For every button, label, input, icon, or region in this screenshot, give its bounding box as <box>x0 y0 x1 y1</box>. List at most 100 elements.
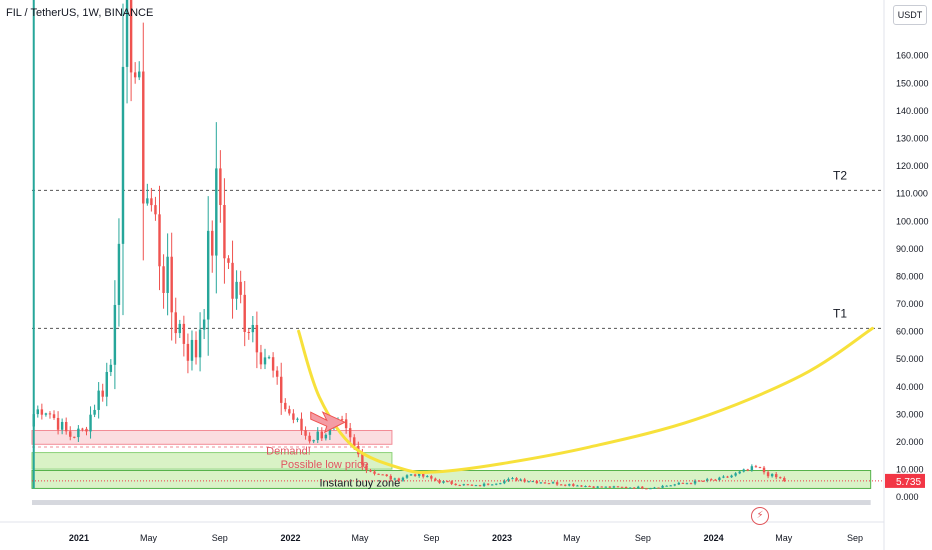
candle-up[interactable] <box>401 477 405 481</box>
candle-down[interactable] <box>154 205 157 215</box>
candle-down[interactable] <box>211 230 214 256</box>
candle-down[interactable] <box>620 486 624 488</box>
candle-up[interactable] <box>734 473 737 476</box>
candle-down[interactable] <box>779 477 782 479</box>
candle-down[interactable] <box>689 483 693 485</box>
candle-up[interactable] <box>190 339 194 361</box>
candle-up[interactable] <box>251 324 255 333</box>
candle-down[interactable] <box>422 472 425 477</box>
candle-down[interactable] <box>304 430 307 436</box>
candle-down[interactable] <box>783 478 786 481</box>
candle-up[interactable] <box>89 414 92 432</box>
candle-down[interactable] <box>486 483 490 485</box>
candle-down[interactable] <box>369 470 372 472</box>
candle-down[interactable] <box>284 402 287 410</box>
candle-down[interactable] <box>275 370 279 377</box>
candle-up[interactable] <box>93 409 96 415</box>
candle-up[interactable] <box>722 476 725 478</box>
candle-up[interactable] <box>499 483 502 485</box>
candle-down[interactable] <box>259 352 263 365</box>
candle-up[interactable] <box>653 487 656 489</box>
candle-down[interactable] <box>754 466 758 468</box>
candle-up[interactable] <box>673 484 676 486</box>
candle-up[interactable] <box>109 364 113 372</box>
candle-up[interactable] <box>551 482 555 484</box>
candle-down[interactable] <box>766 472 770 477</box>
candle-up[interactable] <box>507 478 510 481</box>
candle-down[interactable] <box>547 483 551 485</box>
candle-up[interactable] <box>495 483 498 485</box>
candle-up[interactable] <box>324 434 328 439</box>
candle-up[interactable] <box>474 485 478 487</box>
candle-down[interactable] <box>381 474 384 476</box>
candle-up[interactable] <box>121 66 125 244</box>
candle-up[interactable] <box>263 357 267 365</box>
candle-up[interactable] <box>604 486 608 488</box>
projection-curve[interactable] <box>297 326 874 475</box>
candle-down[interactable] <box>288 409 291 414</box>
candle-up[interactable] <box>138 71 141 78</box>
candle-up[interactable] <box>669 485 672 487</box>
candle-down[interactable] <box>158 214 161 267</box>
candle-up[interactable] <box>742 469 745 472</box>
candle-up[interactable] <box>706 479 709 482</box>
candle-down[interactable] <box>73 436 76 438</box>
candle-up[interactable] <box>677 482 681 485</box>
candle-up[interactable] <box>117 243 121 305</box>
candle-down[interactable] <box>142 71 145 204</box>
candle-up[interactable] <box>44 413 48 415</box>
candle-up[interactable] <box>60 421 64 430</box>
candle-down[interactable] <box>762 467 766 473</box>
candle-down[interactable] <box>170 256 173 313</box>
candle-up[interactable] <box>490 484 494 486</box>
candle-down[interactable] <box>308 435 311 442</box>
candle-up[interactable] <box>738 471 741 474</box>
candle-down[interactable] <box>255 324 259 353</box>
candle-down[interactable] <box>48 413 52 415</box>
candle-down[interactable] <box>300 418 303 431</box>
candle-up[interactable] <box>417 472 421 476</box>
candle-up[interactable] <box>584 486 587 488</box>
candle-down[interactable] <box>223 204 226 259</box>
candle-up[interactable] <box>113 304 117 365</box>
candle-down[interactable] <box>681 482 685 484</box>
candle-up[interactable] <box>235 281 238 299</box>
zone-box[interactable] <box>31 470 872 489</box>
candle-down[interactable] <box>592 486 595 488</box>
candle-down[interactable] <box>580 485 583 487</box>
current-price-badge[interactable] <box>885 473 925 488</box>
candle-down[interactable] <box>182 323 186 344</box>
candle-down[interactable] <box>243 294 246 332</box>
candle-down[interactable] <box>186 343 190 361</box>
candle-down[interactable] <box>231 262 234 299</box>
candle-down[interactable] <box>320 431 324 439</box>
candle-down[interactable] <box>377 473 380 475</box>
candle-up[interactable] <box>206 230 210 320</box>
candle-down[interactable] <box>608 486 612 488</box>
currency-unit-button[interactable]: USDT <box>893 5 927 25</box>
candle-down[interactable] <box>478 485 482 487</box>
candle-up[interactable] <box>105 371 108 397</box>
candle-down[interactable] <box>361 454 364 466</box>
candle-up[interactable] <box>511 478 514 480</box>
candle-up[interactable] <box>312 440 315 442</box>
candle-down[interactable] <box>641 486 644 489</box>
candle-up[interactable] <box>166 256 169 293</box>
candle-down[interactable] <box>559 484 563 486</box>
candle-down[interactable] <box>162 266 165 293</box>
direction-arrow[interactable] <box>310 411 346 434</box>
candle-up[interactable] <box>649 488 652 490</box>
candle-down[interactable] <box>52 414 56 418</box>
candle-up[interactable] <box>393 478 397 480</box>
candle-down[interactable] <box>438 480 441 483</box>
candle-up[interactable] <box>685 483 689 485</box>
candle-down[interactable] <box>624 487 628 489</box>
candle-down[interactable] <box>600 486 603 488</box>
candle-down[interactable] <box>40 409 44 415</box>
candle-down[interactable] <box>515 478 518 481</box>
candle-down[interactable] <box>454 483 457 486</box>
candle-down[interactable] <box>632 487 636 489</box>
candle-down[interactable] <box>543 482 547 484</box>
candle-up[interactable] <box>718 477 721 481</box>
candle-up[interactable] <box>316 431 319 441</box>
